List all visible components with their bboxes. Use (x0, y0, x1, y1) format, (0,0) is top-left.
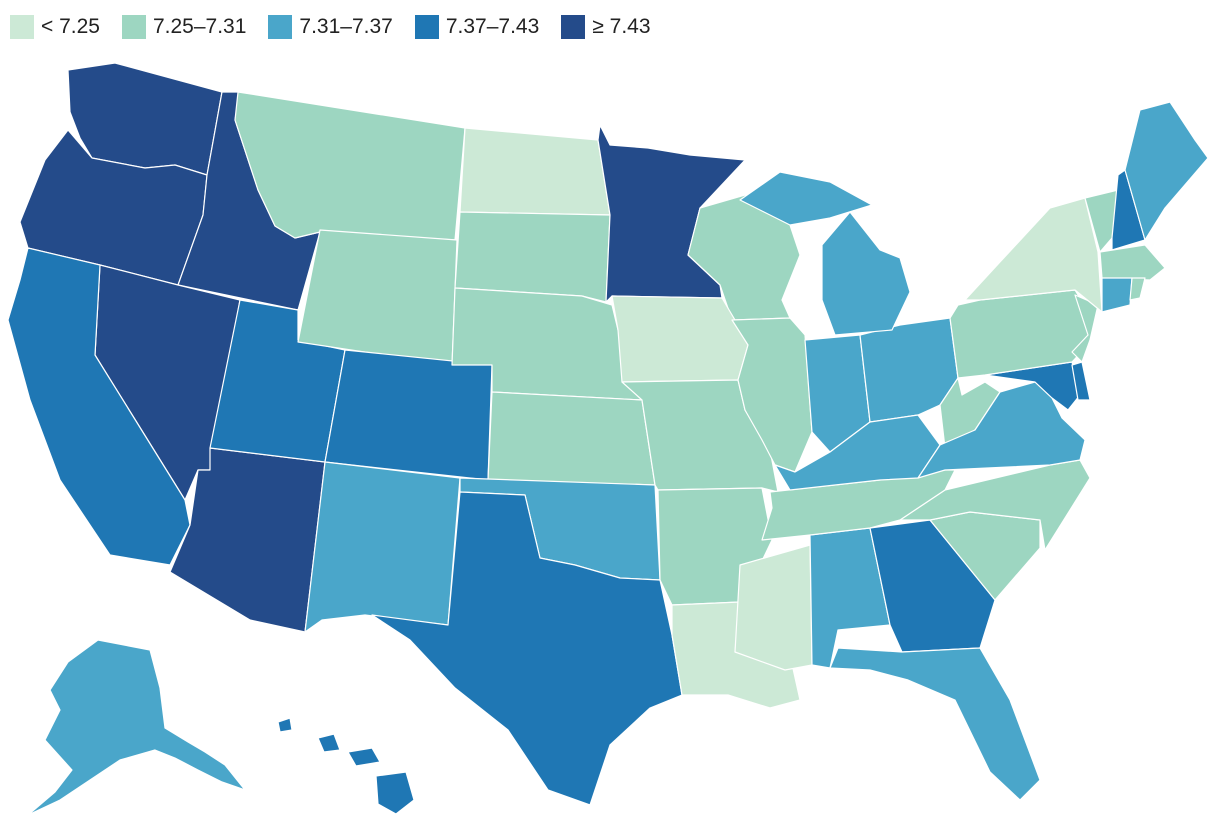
state-hi[interactable] (277, 717, 415, 815)
legend-swatch (561, 15, 586, 39)
state-fl[interactable] (829, 647, 1041, 801)
legend-label: 7.37–7.43 (445, 15, 540, 38)
state-nh[interactable] (1111, 169, 1146, 251)
state-ia[interactable] (611, 295, 749, 383)
state-sd[interactable] (454, 211, 611, 303)
legend-swatch (414, 15, 439, 39)
state-nc[interactable] (899, 459, 1091, 551)
state-ca[interactable] (7, 247, 191, 566)
legend: < 7.25 7.25–7.31 7.31–7.37 7.37–7.43 ≥ 7… (10, 12, 673, 42)
state-me[interactable] (1124, 101, 1209, 241)
state-nm[interactable] (304, 461, 461, 633)
legend-label: < 7.25 (41, 15, 100, 38)
state-ky[interactable] (774, 414, 941, 491)
state-ma[interactable] (1099, 244, 1166, 281)
state-mt[interactable] (234, 91, 466, 241)
legend-label: ≥ 7.43 (592, 15, 651, 38)
state-ny[interactable] (964, 197, 1103, 313)
legend-label: 7.25–7.31 (152, 15, 247, 38)
legend-label: 7.31–7.37 (299, 15, 393, 38)
legend-item-7-31-7-37: 7.31–7.37 (268, 15, 393, 39)
legend-item-7-25-7-31: 7.25–7.31 (121, 15, 247, 39)
legend-swatch (268, 15, 293, 39)
state-ri[interactable] (1129, 277, 1146, 301)
legend-item-7-37-7-43: 7.37–7.43 (414, 15, 540, 39)
legend-swatch (121, 15, 146, 39)
state-nd[interactable] (459, 127, 611, 216)
state-mi[interactable] (739, 171, 911, 336)
legend-item-lt-7-25: < 7.25 (10, 15, 100, 39)
state-ak[interactable] (27, 639, 246, 816)
state-tx[interactable] (371, 491, 683, 806)
state-ms[interactable] (734, 544, 813, 671)
state-wy[interactable] (297, 229, 458, 366)
state-ct[interactable] (1101, 277, 1133, 313)
state-ks[interactable] (487, 391, 656, 486)
legend-item-gte-7-43: ≥ 7.43 (561, 15, 651, 39)
legend-swatch (10, 15, 34, 39)
state-co[interactable] (324, 349, 493, 481)
state-de[interactable] (1071, 361, 1091, 401)
state-va[interactable] (917, 381, 1086, 479)
